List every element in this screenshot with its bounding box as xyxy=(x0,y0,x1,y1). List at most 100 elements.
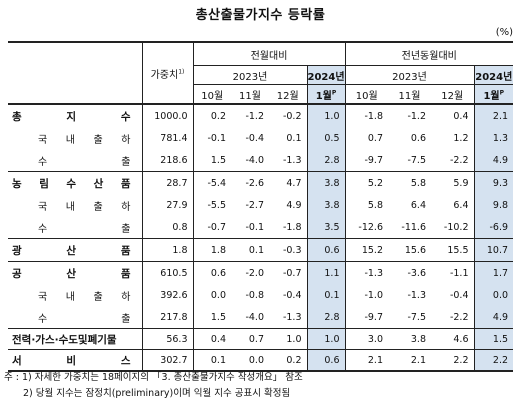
yoy-header: 전년동월대비 xyxy=(344,41,514,66)
yoy-cell: 5.8 xyxy=(344,194,388,216)
yoy-cell: -1.8 xyxy=(344,104,388,127)
yoy-cell: -1.0 xyxy=(344,284,388,306)
mom-cell: 1.0 xyxy=(306,104,345,127)
mom-cell: -5.4 xyxy=(192,171,231,194)
yoy-cell: 5.8 xyxy=(410,177,426,189)
mom-cell: 2.8 xyxy=(306,149,345,172)
yoy-cell: -3.6 xyxy=(407,267,426,279)
yoy-cell: 1.2 xyxy=(453,132,469,144)
yoy-cell: 1.7 xyxy=(473,261,514,284)
mom-cell: 0.7 xyxy=(231,328,269,350)
yoy-year-2023: 2023년 xyxy=(344,65,474,85)
yoy-cell: 4.6 xyxy=(431,328,474,350)
mom-cell: 0.6 xyxy=(192,261,231,284)
yoy-cell: -7.5 xyxy=(388,306,431,329)
mom-cell: -0.7 xyxy=(192,216,231,239)
yoy-cell: 0.4 xyxy=(453,110,469,122)
weight-cell: 56.3 xyxy=(141,328,193,350)
yoy-cell: -1.3 xyxy=(407,289,426,301)
yoy-month-nov: 11월 xyxy=(388,84,431,105)
mom-cell: 1.5 xyxy=(192,306,231,329)
yoy-cell: 15.5 xyxy=(431,238,474,262)
mom-cell: 0.0 xyxy=(231,349,269,372)
weight-header: 가중치1) xyxy=(141,41,193,105)
yoy-cell: 1.5 xyxy=(473,328,514,350)
yoy-cell: 6.4 xyxy=(410,199,426,211)
mom-year-2023: 2023년 xyxy=(192,65,307,85)
table-row: 서 비 스 302.7 0.1 0.0 0.2 0.6 2.1 2.1 2.2 2.2 xyxy=(8,349,514,372)
yoy-cell: -10.2 xyxy=(431,216,474,239)
weight-cell: 0.8 xyxy=(141,216,193,239)
mom-cell: -0.8 xyxy=(245,289,264,301)
weight-cell: 302.7 xyxy=(141,349,193,372)
weight-cell: 218.6 xyxy=(141,149,193,172)
mom-cell: -2.7 xyxy=(245,199,264,211)
mom-cell: -1.8 xyxy=(269,216,307,239)
mom-cell: 3.8 xyxy=(306,171,345,194)
mom-cell: -0.1 xyxy=(192,127,231,149)
mom-cell: 0.1 xyxy=(192,349,231,372)
yoy-cell: 4.9 xyxy=(473,149,514,172)
mom-cell: 0.1 xyxy=(306,284,345,306)
mom-cell: 0.1 xyxy=(231,238,269,262)
yoy-cell: 0.6 xyxy=(410,132,426,144)
mom-cell: 1.1 xyxy=(306,261,345,284)
yoy-cell: 9.8 xyxy=(473,194,514,216)
yoy-cell: 10.7 xyxy=(473,238,514,262)
table-row: 총 지 수 1000.0 0.2 -1.2 -0.2 1.0 -1.8 -1.2 0.4 2.1 xyxy=(8,104,514,127)
yoy-cell: 1.3 xyxy=(473,127,514,149)
footnotes: 주 : 1) 자세한 가중치는 18페이지의 「3. 총산출물가지수 작성개요」… xyxy=(4,370,303,402)
mom-cell: -4.0 xyxy=(231,306,269,329)
index-table: 가중치1) 전월대비 전년동월대비 2023년 2024년 2023년 2024… xyxy=(8,41,514,372)
mom-cell: 4.7 xyxy=(286,177,302,189)
mom-cell: 4.9 xyxy=(286,199,302,211)
mom-month-jan: 1월P xyxy=(306,84,345,105)
yoy-cell: -0.4 xyxy=(449,289,469,301)
mom-cell: -5.5 xyxy=(192,194,231,216)
yoy-cell: -1.2 xyxy=(407,110,426,122)
table-row: 전력·가스·수도및폐기물 56.3 0.4 0.7 1.0 1.0 3.0 3.8 4.6 1.5 xyxy=(8,328,514,350)
yoy-cell: -7.5 xyxy=(388,149,431,172)
table-row: 국 내 출 하 781.4 -0.1 -0.4 0.1 0.5 0.7 0.6 1.2 1.3 xyxy=(8,127,514,149)
footnote-1: 주 : 1) 자세한 가중치는 18페이지의 「3. 총산출물가지수 작성개요」… xyxy=(4,372,303,383)
yoy-cell: 2.1 xyxy=(473,104,514,127)
yoy-cell: 0.0 xyxy=(473,284,514,306)
page-title: 총산출물가지수 등락률 xyxy=(195,8,326,23)
footnote-2: 2) 당월 지수는 잠정치(preliminary)이며 익월 지수 공표시 확… xyxy=(23,388,291,399)
yoy-cell: 2.1 xyxy=(344,349,388,372)
mom-cell: 0.6 xyxy=(306,238,345,262)
yoy-cell: 2.1 xyxy=(388,349,431,372)
table-row: 농 림 수 산 품 28.7 -5.4 -2.6 4.7 3.8 5.2 5.8 5.9 9.3 xyxy=(8,171,514,194)
weight-cell: 610.5 xyxy=(141,261,193,284)
yoy-cell: 2.2 xyxy=(431,349,474,372)
yoy-cell: 15.6 xyxy=(388,238,431,262)
weight-cell: 1000.0 xyxy=(141,104,193,127)
table-row: 수 출 0.8 -0.7 -0.1 -1.8 3.5 -12.6 -11.6 -10.2 -6.9 xyxy=(8,216,514,239)
yoy-cell: -12.6 xyxy=(344,216,388,239)
mom-cell: 0.2 xyxy=(269,349,307,372)
mom-cell: 3.8 xyxy=(306,194,345,216)
yoy-cell: 5.9 xyxy=(453,177,469,189)
weight-cell: 392.6 xyxy=(141,284,193,306)
yoy-cell: 9.3 xyxy=(473,171,514,194)
yoy-cell: -2.2 xyxy=(431,149,474,172)
mom-month-oct: 10월 xyxy=(192,84,231,105)
weight-cell: 27.9 xyxy=(141,194,193,216)
yoy-cell: -11.6 xyxy=(388,216,431,239)
yoy-cell: 3.0 xyxy=(344,328,388,350)
mom-cell: 1.0 xyxy=(269,328,307,350)
yoy-cell: 0.7 xyxy=(344,127,388,149)
weight-cell: 1.8 xyxy=(141,238,193,262)
yoy-cell: -9.7 xyxy=(344,149,388,172)
table-row: 광 산 품 1.8 1.8 0.1 -0.3 0.6 15.2 15.6 15.5 10.7 xyxy=(8,238,514,262)
mom-year-2024: 2024년 xyxy=(306,65,345,85)
mom-cell: 2.8 xyxy=(306,306,345,329)
mom-cell: -0.3 xyxy=(269,238,307,262)
yoy-cell: -6.9 xyxy=(473,216,514,239)
